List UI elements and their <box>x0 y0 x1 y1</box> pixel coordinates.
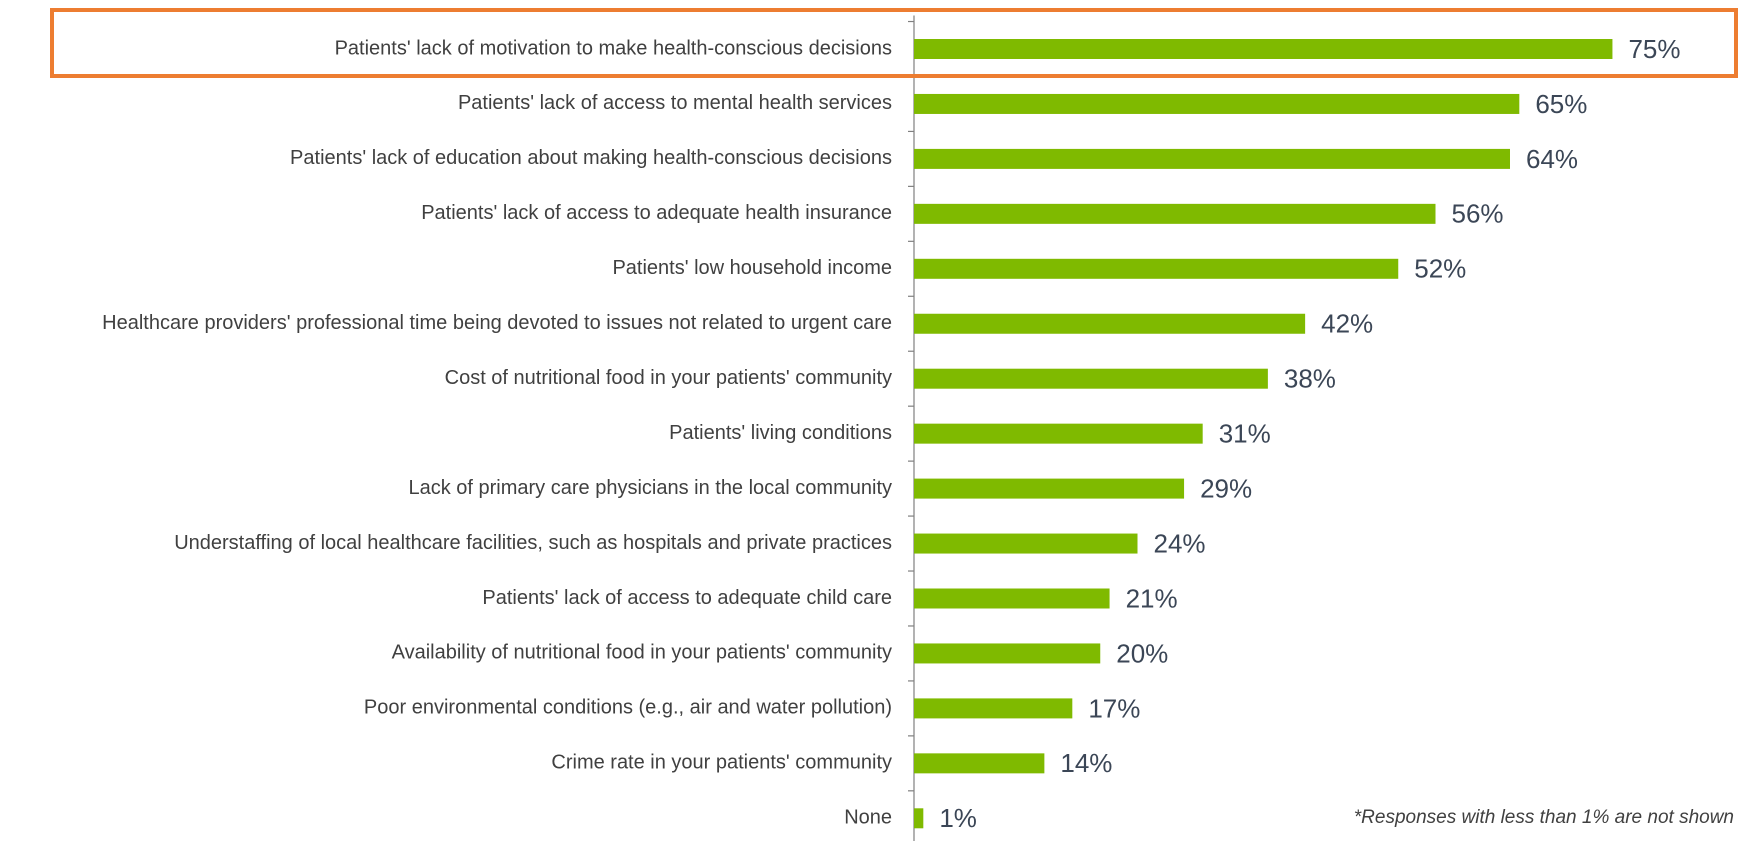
category-label: Patients' lack of access to adequate hea… <box>421 202 892 224</box>
value-label: 14% <box>1060 748 1112 778</box>
category-label: Crime rate in your patients' community <box>551 752 892 774</box>
bar <box>914 588 1110 609</box>
value-label: 17% <box>1088 693 1140 723</box>
bar <box>914 478 1185 499</box>
value-label: 20% <box>1116 638 1168 668</box>
bar <box>914 313 1306 334</box>
bar <box>914 39 1613 59</box>
category-label: Lack of primary care physicians in the l… <box>408 477 892 499</box>
bar <box>914 698 1073 719</box>
category-label: Patients' lack of education about making… <box>290 147 892 169</box>
value-label: 29% <box>1200 473 1252 503</box>
bar <box>914 258 1399 279</box>
bar <box>914 643 1101 664</box>
value-label: 38% <box>1284 364 1336 394</box>
value-label: 65% <box>1535 89 1587 119</box>
value-label: 42% <box>1321 309 1373 339</box>
category-label: Cost of nutritional food in your patient… <box>445 367 892 389</box>
bar <box>914 368 1268 389</box>
bar <box>914 93 1520 114</box>
category-label: Poor environmental conditions (e.g., air… <box>364 697 892 719</box>
value-label: 31% <box>1219 419 1271 449</box>
category-label: Healthcare providers' professional time … <box>102 312 892 334</box>
category-label: Patients' living conditions <box>669 422 892 444</box>
bar <box>914 533 1138 554</box>
value-label: 75% <box>1628 34 1680 64</box>
bar <box>914 808 924 829</box>
value-label: 21% <box>1126 583 1178 613</box>
category-label: Patients' lack of motivation to make hea… <box>335 37 892 59</box>
annotation: *Responses with less than 1% are not sho… <box>1354 807 1734 828</box>
value-label: 56% <box>1452 199 1504 229</box>
bar <box>914 148 1510 169</box>
value-label: 52% <box>1414 254 1466 284</box>
value-label: 1% <box>939 803 977 833</box>
category-label: Patients' lack of access to mental healt… <box>458 92 892 114</box>
bar <box>914 423 1203 444</box>
category-label: None <box>844 807 892 829</box>
category-label: Understaffing of local healthcare facili… <box>174 532 892 554</box>
category-label: Patients' lack of access to adequate chi… <box>482 587 892 609</box>
highlight-box <box>50 8 1738 78</box>
bar <box>914 203 1436 224</box>
category-label: Patients' low household income <box>612 257 892 279</box>
bar <box>914 753 1045 774</box>
category-label: Availability of nutritional food in your… <box>392 642 892 664</box>
value-label: 24% <box>1154 528 1206 558</box>
value-label: 64% <box>1526 144 1578 174</box>
